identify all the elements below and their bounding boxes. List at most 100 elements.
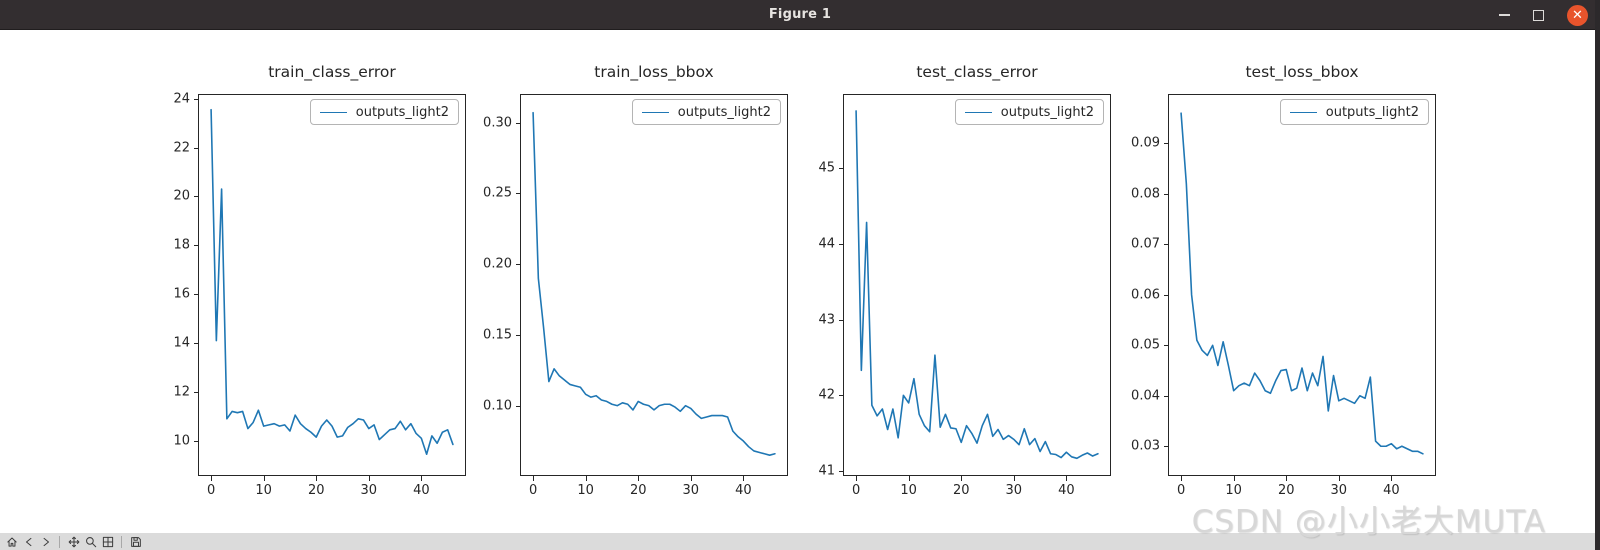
y-tick-label: 0.06	[1131, 287, 1160, 303]
y-tick-label: 14	[173, 335, 190, 351]
subplot-title: test_class_error	[916, 63, 1038, 81]
y-tick-mark	[839, 395, 844, 397]
y-tick-label: 0.07	[1131, 236, 1160, 252]
maximize-icon[interactable]	[1533, 9, 1544, 21]
csdn-watermark: CSDN @小小老大MUTA	[1191, 504, 1546, 540]
y-tick-label: 0.04	[1131, 388, 1160, 404]
x-tick-label: 0	[528, 483, 538, 498]
subplot-train-class-error: train_class_error outputs_light2 10 12 14 1…	[173, 63, 466, 498]
legend-label: outputs_light2	[355, 104, 449, 120]
y-tick-mark	[1164, 143, 1169, 145]
legend-line-swatch	[1289, 111, 1317, 113]
axes-train-loss-bbox[interactable]: outputs_light2 0.10 0.15 0.20 0.25 0.30 0 10 20…	[483, 94, 788, 498]
background-window-edge	[1595, 0, 1600, 550]
legend-label: outputs_light2	[1000, 104, 1094, 120]
x-tick-mark	[1066, 476, 1068, 481]
y-tick-mark	[194, 245, 199, 247]
x-tick-mark	[533, 476, 535, 481]
axes-train-class-error[interactable]: outputs_light2 10 12 14 16 18 20 22 24 0 10 20 30 40	[173, 91, 466, 498]
x-tick-label: 30	[360, 483, 378, 498]
window-titlebar[interactable]: Figure 1 ✕	[0, 0, 1600, 30]
y-tick-mark	[839, 319, 844, 321]
zoom-icon	[85, 536, 96, 547]
subplot-test-class-error: test_class_error outputs_light2 41 42 43 44…	[818, 63, 1111, 498]
close-icon[interactable]: ✕	[1567, 4, 1588, 26]
home-button[interactable]	[5, 535, 18, 548]
forward-button[interactable]	[39, 535, 52, 548]
y-tick-label: 10	[173, 433, 190, 449]
x-tick-label: 40	[735, 483, 752, 498]
zoom-button[interactable]	[84, 535, 97, 548]
x-tick-mark	[908, 476, 910, 481]
x-tick-label: 0	[1176, 483, 1186, 498]
line-series	[532, 111, 776, 456]
minimize-icon[interactable]	[1499, 14, 1510, 16]
pan-button[interactable]	[67, 535, 80, 548]
window-controls: ✕	[1499, 0, 1588, 30]
y-tick-mark	[839, 471, 844, 473]
toolbar-separator	[59, 535, 60, 548]
save-button[interactable]	[129, 535, 142, 548]
x-tick-mark	[961, 476, 963, 481]
x-tick-mark	[856, 476, 858, 481]
y-tick-mark	[516, 122, 521, 124]
y-tick-label: 44	[818, 236, 835, 252]
y-tick-label: 0.05	[1131, 337, 1160, 353]
x-tick-mark	[421, 476, 423, 481]
x-tick-label: 30	[1005, 483, 1023, 498]
y-tick-label: 12	[173, 384, 190, 400]
axes-test-class-error[interactable]: outputs_light2 41 42 43 44 45 0 10 20 30 40	[818, 94, 1111, 498]
legend: outputs_light2	[309, 99, 459, 125]
y-tick-mark	[194, 343, 199, 345]
window-title: Figure 1	[768, 7, 832, 22]
subplot-title: train_class_error	[268, 63, 396, 81]
subplots-button[interactable]	[101, 535, 114, 548]
y-tick-label: 20	[173, 188, 190, 204]
subplot-test-loss-bbox: test_loss_bbox outputs_light2 0.03 0.04 0.…	[1131, 63, 1436, 498]
y-tick-mark	[1164, 294, 1169, 296]
line-series	[210, 108, 454, 456]
y-tick-label: 0.15	[483, 327, 512, 343]
legend-label: outputs_light2	[1325, 104, 1419, 120]
x-tick-label: 10	[577, 483, 594, 498]
pan-icon	[68, 536, 79, 547]
legend-line-swatch	[319, 111, 347, 113]
x-tick-mark	[316, 476, 318, 481]
line-series	[855, 110, 1099, 460]
x-tick-mark	[585, 476, 587, 481]
x-tick-label: 20	[307, 483, 325, 498]
legend-line-swatch	[641, 111, 669, 113]
y-tick-label: 16	[173, 286, 190, 302]
y-tick-label: 42	[818, 387, 835, 403]
subplot-title: test_loss_bbox	[1245, 63, 1359, 81]
y-tick-label: 0.30	[483, 115, 512, 131]
x-tick-label: 20	[1277, 483, 1295, 498]
line-series	[1180, 112, 1424, 455]
y-tick-label: 0.08	[1131, 186, 1160, 202]
y-tick-mark	[516, 264, 521, 266]
y-tick-mark	[839, 167, 844, 169]
forward-icon	[43, 537, 49, 546]
home-icon	[6, 537, 17, 547]
x-tick-label: 10	[900, 483, 917, 498]
y-tick-mark	[194, 294, 199, 296]
x-tick-mark	[1181, 476, 1183, 481]
y-tick-label: 0.03	[1131, 438, 1160, 454]
y-tick-mark	[1164, 345, 1169, 347]
y-tick-mark	[1164, 193, 1169, 195]
y-tick-mark	[839, 243, 844, 245]
y-tick-mark	[516, 334, 521, 336]
y-tick-mark	[516, 193, 521, 195]
x-tick-label: 40	[1058, 483, 1075, 498]
x-tick-label: 40	[413, 483, 430, 498]
y-tick-mark	[1164, 395, 1169, 397]
axes-test-loss-bbox[interactable]: outputs_light2 0.03 0.04 0.05 0.06 0.07 0.08 0…	[1131, 94, 1436, 498]
figure-canvas: train_class_error outputs_light2 10 12 14 1…	[0, 30, 1595, 533]
back-icon	[25, 537, 31, 546]
legend-label: outputs_light2	[677, 104, 771, 120]
back-button[interactable]	[22, 535, 35, 548]
x-tick-mark	[1338, 476, 1340, 481]
subplots-icon	[102, 536, 113, 547]
x-tick-mark	[263, 476, 265, 481]
y-tick-label: 43	[818, 312, 835, 327]
